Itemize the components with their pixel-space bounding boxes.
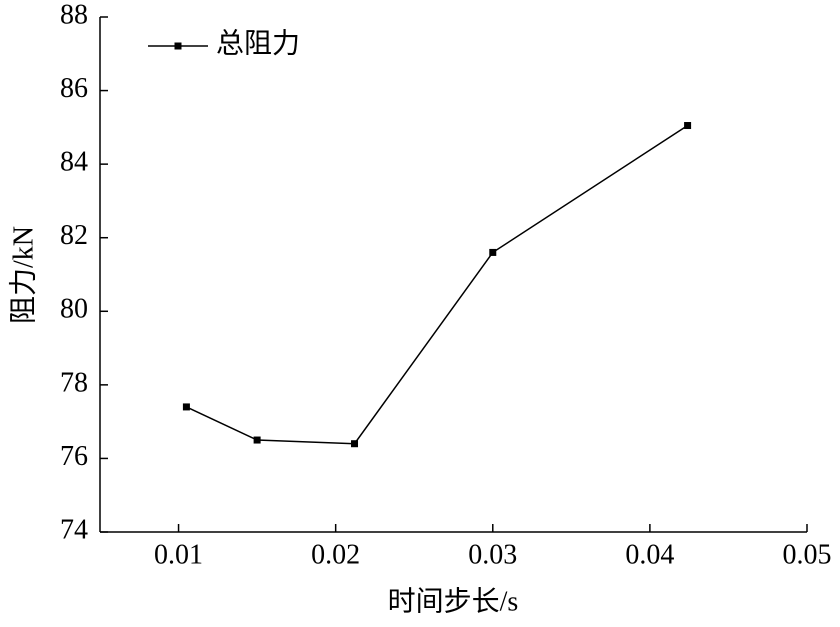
y-tick-label: 86 (60, 73, 88, 104)
x-tick-label: 0.05 (783, 539, 832, 570)
data-point (182, 403, 190, 411)
x-tick-label: 0.02 (311, 539, 360, 570)
legend-marker (174, 42, 182, 50)
data-point (489, 248, 497, 256)
legend-label: 总阻力 (216, 27, 300, 59)
y-axis-label: 阻力/kN (7, 226, 39, 324)
x-tick-label: 0.01 (154, 539, 203, 570)
data-point (351, 440, 359, 448)
y-tick-label: 78 (60, 367, 88, 398)
x-axis-label: 时间步长/s (388, 585, 519, 617)
data-point (684, 122, 692, 130)
x-tick-label: 0.04 (625, 539, 674, 570)
y-tick-label: 88 (60, 0, 88, 30)
y-tick-label: 84 (60, 147, 88, 178)
y-tick-label: 76 (60, 441, 88, 472)
data-point (253, 436, 261, 444)
y-tick-label: 80 (60, 294, 88, 325)
y-tick-label: 74 (60, 514, 88, 545)
data-line (186, 124, 689, 445)
x-tick-label: 0.03 (468, 539, 517, 570)
y-tick-label: 82 (60, 220, 88, 251)
